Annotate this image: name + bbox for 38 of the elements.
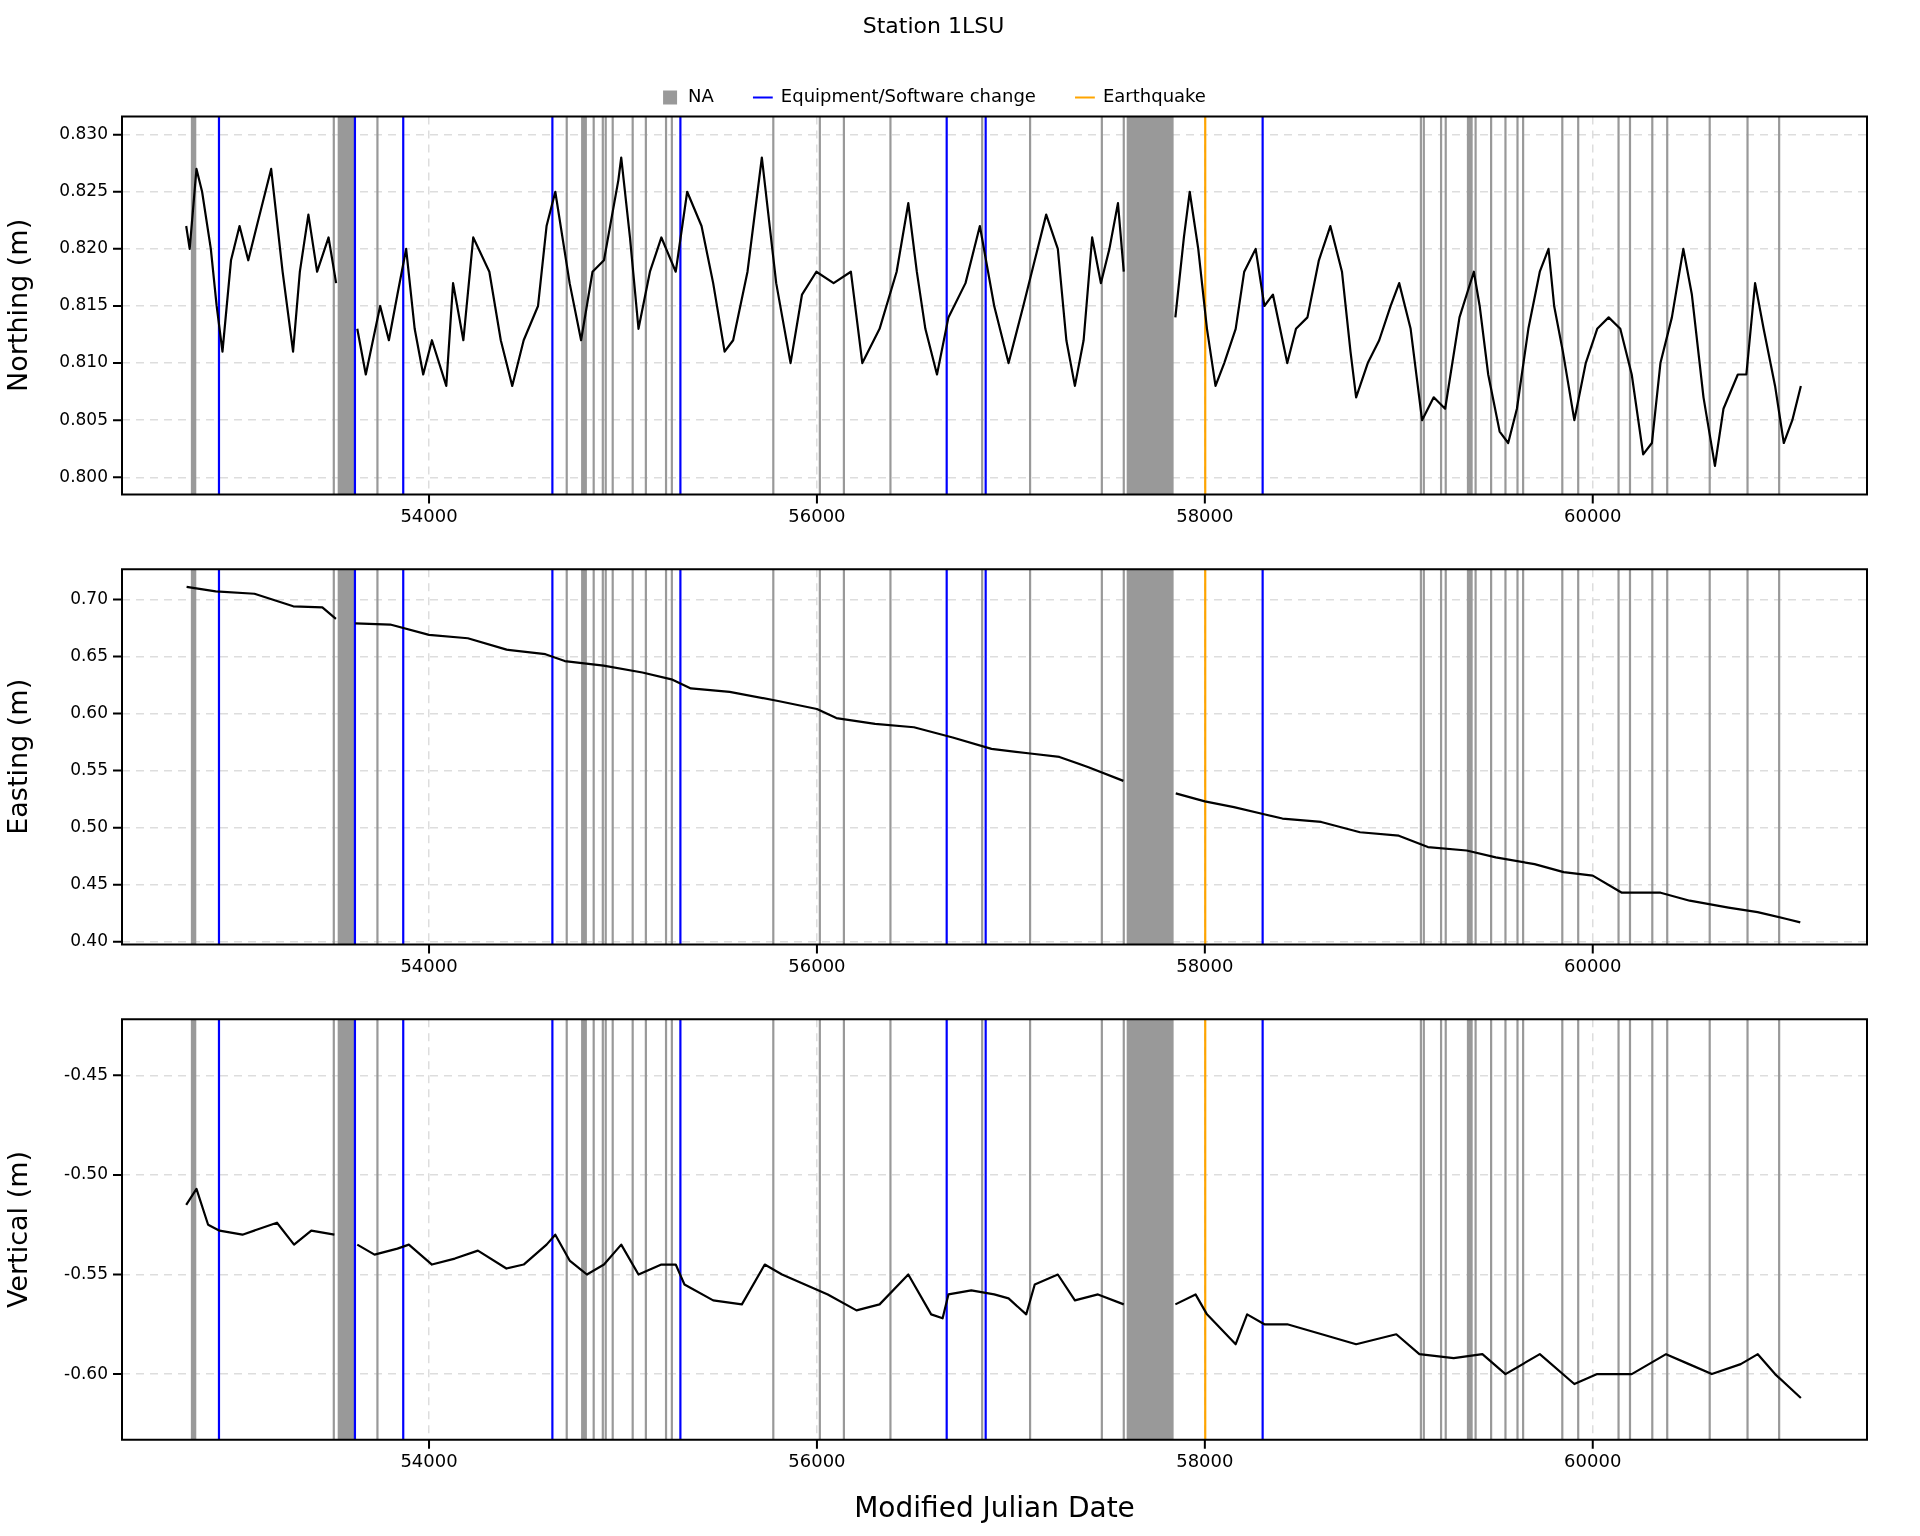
y-tick-label: 0.815 xyxy=(59,294,108,315)
chart-title: Station 1LSU xyxy=(862,12,1005,38)
y-tick-label: 0.45 xyxy=(70,873,108,894)
legend-label: Earthquake xyxy=(1102,85,1206,107)
x-tick-label: 58000 xyxy=(1176,1450,1234,1472)
x-tick-label: 56000 xyxy=(788,954,846,976)
y-tick-label: 0.830 xyxy=(59,123,108,144)
x-tick-label: 56000 xyxy=(788,1450,846,1472)
x-tick-label: 60000 xyxy=(1564,1450,1622,1472)
x-tick-label: 60000 xyxy=(1564,504,1622,526)
x-tick-label: 54000 xyxy=(400,954,458,976)
y-tick-label: 0.805 xyxy=(59,408,108,429)
y-axis-title: Easting (m) xyxy=(2,678,34,835)
x-tick-label: 56000 xyxy=(788,504,846,526)
x-tick-label: 54000 xyxy=(400,504,458,526)
y-tick-label: 0.800 xyxy=(59,465,108,486)
x-tick-label: 54000 xyxy=(400,1450,458,1472)
x-tick-label: 58000 xyxy=(1176,504,1234,526)
y-tick-label: -0.50 xyxy=(64,1163,108,1184)
x-tick-label: 58000 xyxy=(1176,954,1234,976)
y-tick-label: -0.60 xyxy=(64,1362,108,1383)
y-tick-label: 0.820 xyxy=(59,237,108,258)
x-axis-title: Modified Julian Date xyxy=(854,1491,1135,1525)
legend-label: NA xyxy=(688,85,715,107)
y-tick-label: 0.60 xyxy=(70,701,108,722)
y-tick-label: 0.50 xyxy=(70,816,108,837)
y-tick-label: 0.810 xyxy=(59,351,108,372)
y-axis-title: Vertical (m) xyxy=(2,1150,34,1309)
y-axis-title: Northing (m) xyxy=(2,218,34,393)
y-tick-label: 0.55 xyxy=(70,759,108,780)
y-tick-label: 0.70 xyxy=(70,587,108,608)
y-tick-label: -0.55 xyxy=(64,1262,108,1283)
y-tick-label: 0.825 xyxy=(59,180,108,201)
x-tick-label: 60000 xyxy=(1564,954,1622,976)
y-tick-label: 0.65 xyxy=(70,644,108,665)
y-tick-label: -0.45 xyxy=(64,1063,108,1084)
legend-label: Equipment/Software change xyxy=(780,85,1036,107)
y-tick-label: 0.40 xyxy=(70,930,108,951)
